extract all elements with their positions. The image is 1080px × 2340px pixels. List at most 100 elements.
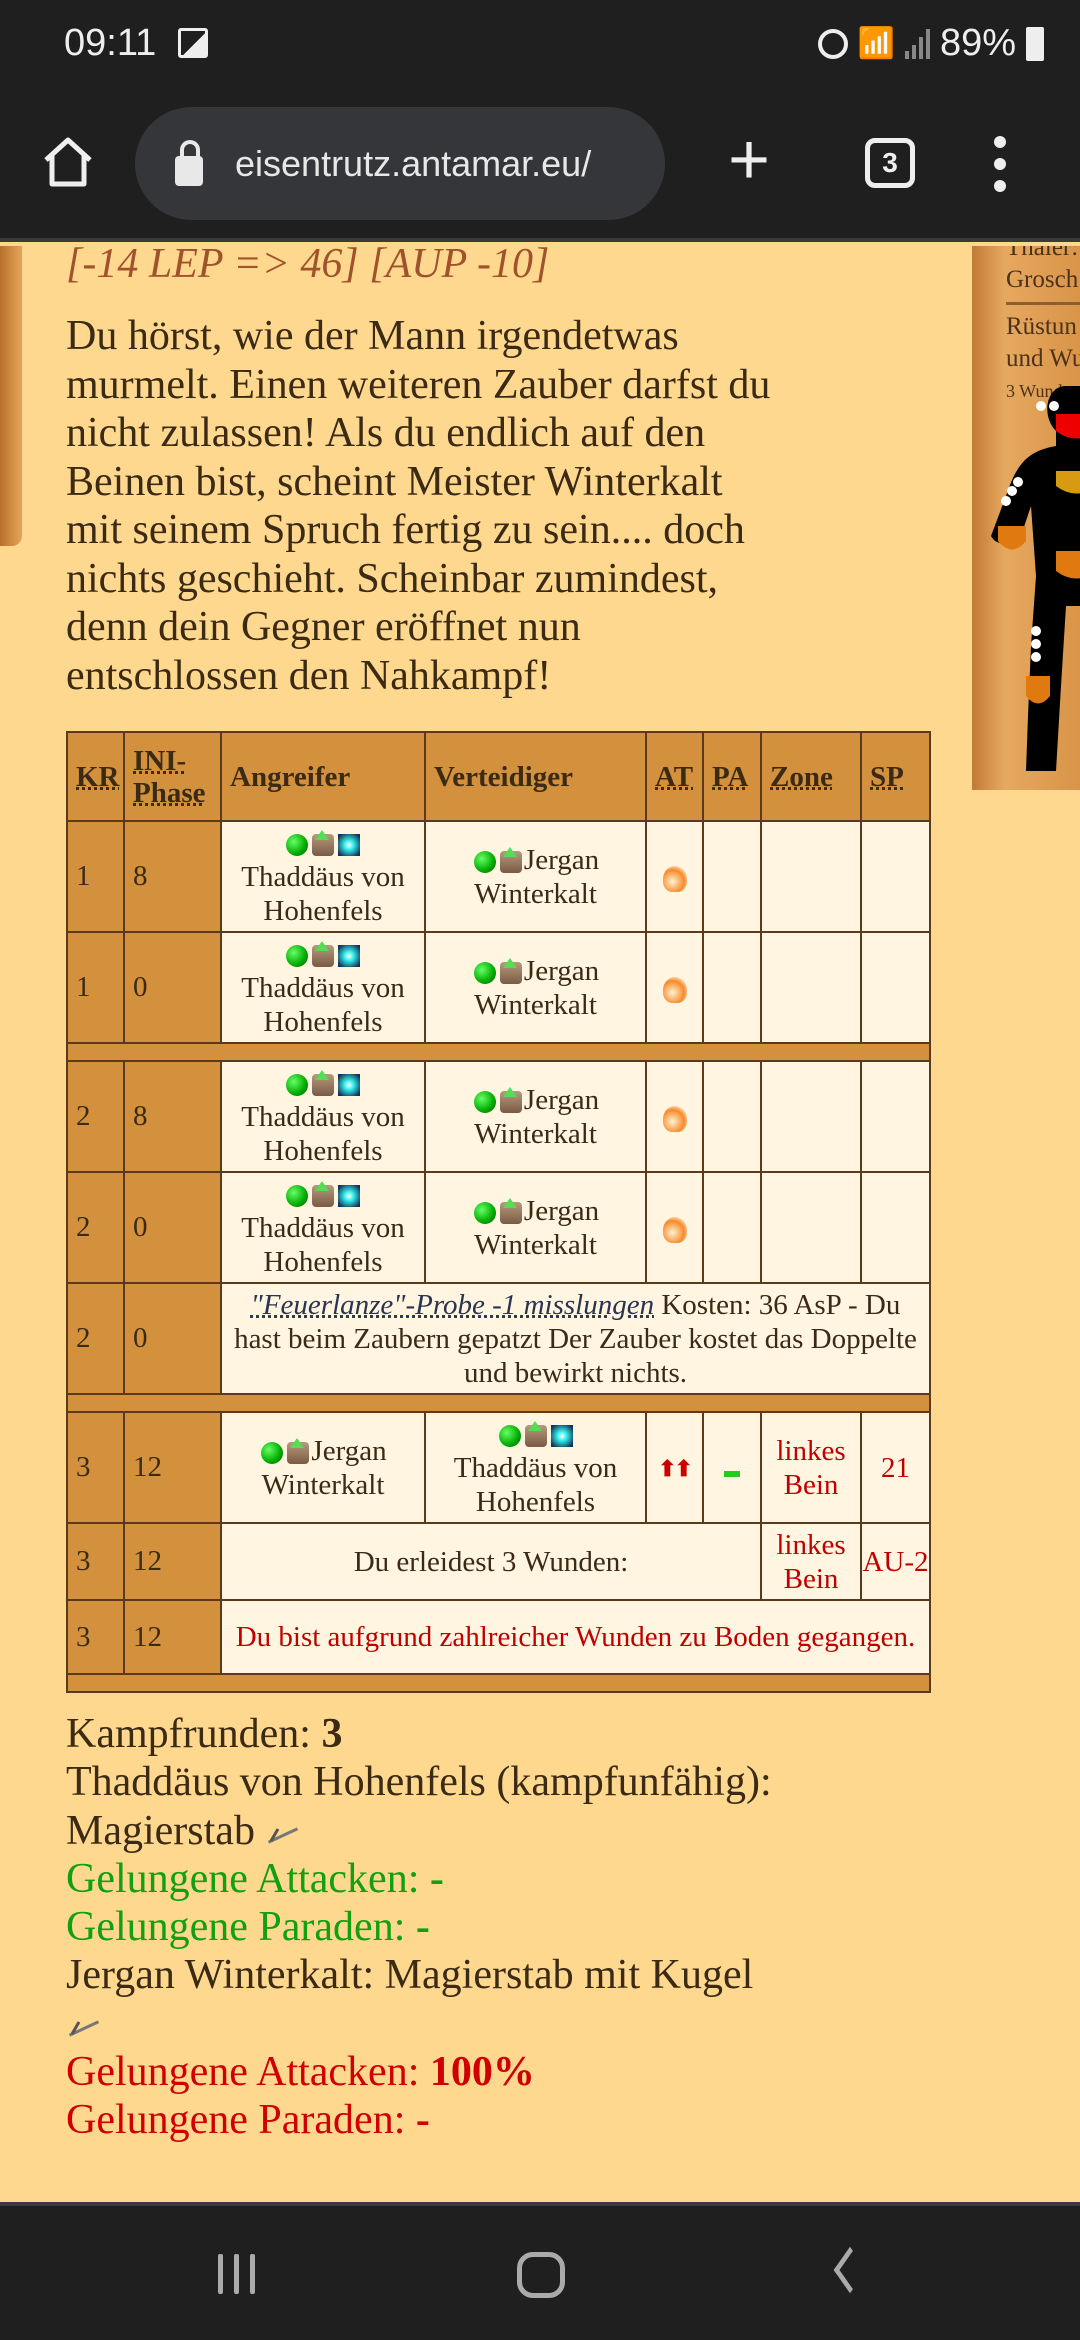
cell-zone — [760, 820, 862, 933]
parchment-edge — [0, 246, 22, 546]
strength-icon — [499, 1086, 522, 1113]
home-button[interactable] — [517, 2252, 565, 2298]
cell-pa — [702, 1171, 762, 1284]
cell-pa — [702, 1411, 762, 1524]
image-notification-icon — [178, 28, 208, 58]
recent-apps-button[interactable] — [218, 2254, 255, 2294]
cell-ini: 12 — [123, 1522, 222, 1601]
android-nav-bar — [0, 2202, 1080, 2340]
table-row: 1 0 Thaddäus von Hohenfels Jergan Winterka… — [66, 931, 931, 1044]
narrative-line: mit seinem Spruch fertig zu sein.... doc… — [66, 507, 745, 553]
table-row: 3 12 Jergan Winterkalt Thaddäus von Hohenf… — [66, 1411, 931, 1524]
table-row: 2 0 Thaddäus von Hohenfels Jergan Winterka… — [66, 1171, 931, 1284]
status-green-icon — [473, 961, 496, 984]
cell-at — [645, 820, 704, 933]
header-at[interactable]: AT — [645, 731, 704, 822]
back-button[interactable] — [833, 2246, 867, 2294]
home-icon[interactable] — [42, 136, 94, 188]
signal-icon — [904, 28, 930, 59]
cell-sp: AU-2 — [860, 1522, 931, 1601]
cell-defender: Jergan Winterkalt — [424, 931, 647, 1044]
spell-check-link[interactable]: "Feuerlanze"-Probe -1 misslungen — [250, 1288, 655, 1321]
player2-attacks: Gelungene Attacken: 100% — [66, 2049, 535, 2096]
narrative-line: Du hörst, wie der Mann irgendetwas — [66, 313, 679, 359]
cell-at — [645, 1171, 704, 1284]
sidebar-armor-heading: Rüstun — [1006, 313, 1077, 340]
cell-kr: 3 — [66, 1411, 125, 1524]
narrative-line: entschlossen den Nahkampf! — [66, 652, 552, 699]
cell-kr: 1 — [66, 820, 125, 933]
narrative-line: nicht zulassen! Als du endlich auf den — [66, 410, 706, 456]
cell-pa — [702, 931, 762, 1044]
strength-icon — [312, 1180, 334, 1207]
cell-knockdown-message: Du bist aufgrund zahlreicher Wunden zu B… — [220, 1599, 931, 1675]
cell-ini: 12 — [123, 1411, 222, 1524]
clock: 09:11 — [64, 22, 157, 64]
cell-ini: 0 — [123, 1282, 222, 1395]
cell-kr: 1 — [66, 931, 125, 1044]
sidebar-groschen[interactable]: Grosch — [1006, 264, 1080, 305]
cell-kr: 3 — [66, 1599, 125, 1675]
magic-aura-icon — [338, 944, 360, 967]
fire-spell-icon — [662, 1105, 687, 1132]
status-green-icon — [473, 1090, 496, 1113]
cell-attacker: Thaddäus von Hohenfels — [220, 1171, 426, 1284]
cell-pa — [702, 820, 762, 933]
cell-zone — [760, 931, 862, 1044]
sidebar-armor-heading-2: und Wu — [1006, 345, 1080, 372]
cell-attacker: Thaddäus von Hohenfels — [220, 820, 426, 933]
combat-summary: Kampfrunden: 3 Thaddäus von Hohenfels (k… — [66, 1710, 772, 2145]
cell-wound-message: Du erleidest 3 Wunden: — [220, 1522, 762, 1601]
status-green-icon — [261, 1441, 284, 1464]
tab-switcher-button[interactable]: 3 — [865, 138, 915, 188]
browser-toolbar: eisentrutz.antamar.eu/ + 3 — [0, 80, 1080, 242]
status-green-icon — [498, 1424, 521, 1447]
strength-icon — [312, 829, 334, 856]
status-green-icon — [473, 1201, 496, 1224]
player2-name-weapon: Jergan Winterkalt: Magierstab mit Kugel — [66, 1952, 754, 1999]
double-up-arrow-icon: ⬆⬆ — [658, 1455, 693, 1481]
round-separator — [66, 1393, 931, 1413]
sidebar-thaler[interactable]: Thaler: — [1006, 246, 1079, 261]
cell-zone — [760, 1060, 862, 1173]
cell-at — [645, 1060, 704, 1173]
player1-attacks: Gelungene Attacken: - — [66, 1855, 444, 1902]
table-row: 3 12 Du bist aufgrund zahlreicher Wunden… — [66, 1599, 931, 1675]
strength-icon — [524, 1420, 547, 1447]
body-figure — [991, 386, 1080, 771]
cell-ini: 8 — [123, 1060, 222, 1173]
url-bar[interactable]: eisentrutz.antamar.eu/ — [135, 107, 665, 220]
player1-name: Thaddäus von Hohenfels (kampfunfähig): — [66, 1759, 772, 1806]
header-defender: Verteidiger — [424, 731, 647, 822]
cell-kr: 2 — [66, 1282, 125, 1395]
header-zone[interactable]: Zone — [760, 731, 862, 822]
cell-ini: 8 — [123, 820, 222, 933]
cell-ini: 12 — [123, 1599, 222, 1675]
cell-attacker: Thaddäus von Hohenfels — [220, 1060, 426, 1173]
cell-pa — [702, 1060, 762, 1173]
magic-aura-icon — [338, 1184, 360, 1207]
new-tab-button[interactable]: + — [728, 120, 771, 200]
narrative-line: denn dein Gegner eröffnet nun — [66, 604, 581, 650]
header-pa[interactable]: PA — [702, 731, 762, 822]
player1-weapon: Magierstab — [66, 1807, 772, 1855]
more-menu-icon[interactable] — [990, 136, 1010, 192]
fire-spell-icon — [662, 1216, 687, 1243]
header-kr[interactable]: KR — [66, 731, 125, 822]
header-ini[interactable]: INI- Phase — [123, 731, 222, 822]
strength-icon — [312, 940, 334, 967]
fire-spell-icon — [662, 865, 687, 892]
combat-log-table: KR INI- Phase Angreifer Verteidiger AT PA… — [66, 731, 931, 1693]
narrative-line: murmelt. Einen weiteren Zauber darfst du — [66, 361, 771, 408]
cell-kr: 2 — [66, 1171, 125, 1284]
status-green-icon — [473, 850, 496, 873]
header-sp[interactable]: SP — [860, 731, 931, 822]
narrative-line: Beinen bist, scheint Meister Winterkalt — [66, 458, 723, 505]
table-header-row: KR INI- Phase Angreifer Verteidiger AT PA… — [66, 731, 931, 822]
cell-defender: Thaddäus von Hohenfels — [424, 1411, 647, 1524]
player2-parades: Gelungene Paraden: - — [66, 2097, 430, 2144]
cell-at: ⬆⬆ — [645, 1411, 704, 1524]
cell-attacker: Jergan Winterkalt — [220, 1411, 426, 1524]
narrative-text: Du hörst, wie der Mann irgendetwas murme… — [66, 312, 770, 700]
url-text: eisentrutz.antamar.eu/ — [235, 142, 592, 184]
